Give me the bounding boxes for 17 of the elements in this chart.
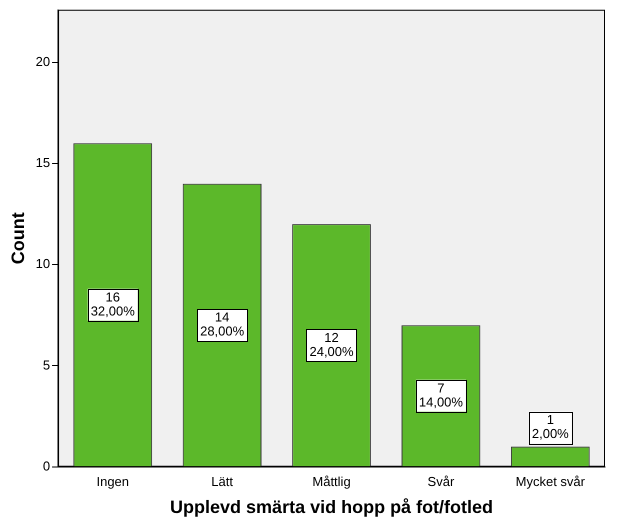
x-axis-title: Upplevd smärta vid hopp på fot/fotled — [170, 497, 494, 518]
y-axis-title: Count — [8, 212, 28, 264]
y-tick-label: 10 — [36, 256, 50, 272]
y-tick-label: 15 — [36, 155, 50, 170]
data-label: 7 14,00% — [418, 380, 464, 410]
data-label: 1 2,00% — [532, 412, 570, 442]
x-tick-label: Mycket svår — [516, 474, 586, 490]
data-label: 14 28,00% — [200, 310, 245, 339]
data-label: 12 24,00% — [309, 330, 354, 359]
x-tick-label: Lätt — [211, 474, 234, 490]
y-tick-label: 5 — [42, 357, 50, 372]
x-tick-label: Svår — [428, 474, 455, 490]
x-tick-label: Ingen — [96, 474, 130, 490]
x-tick-label: Måttlig — [312, 474, 351, 490]
y-tick-label: 20 — [36, 54, 50, 69]
y-tick-label: 0 — [42, 458, 50, 474]
data-label: 16 32,00% — [90, 289, 136, 318]
